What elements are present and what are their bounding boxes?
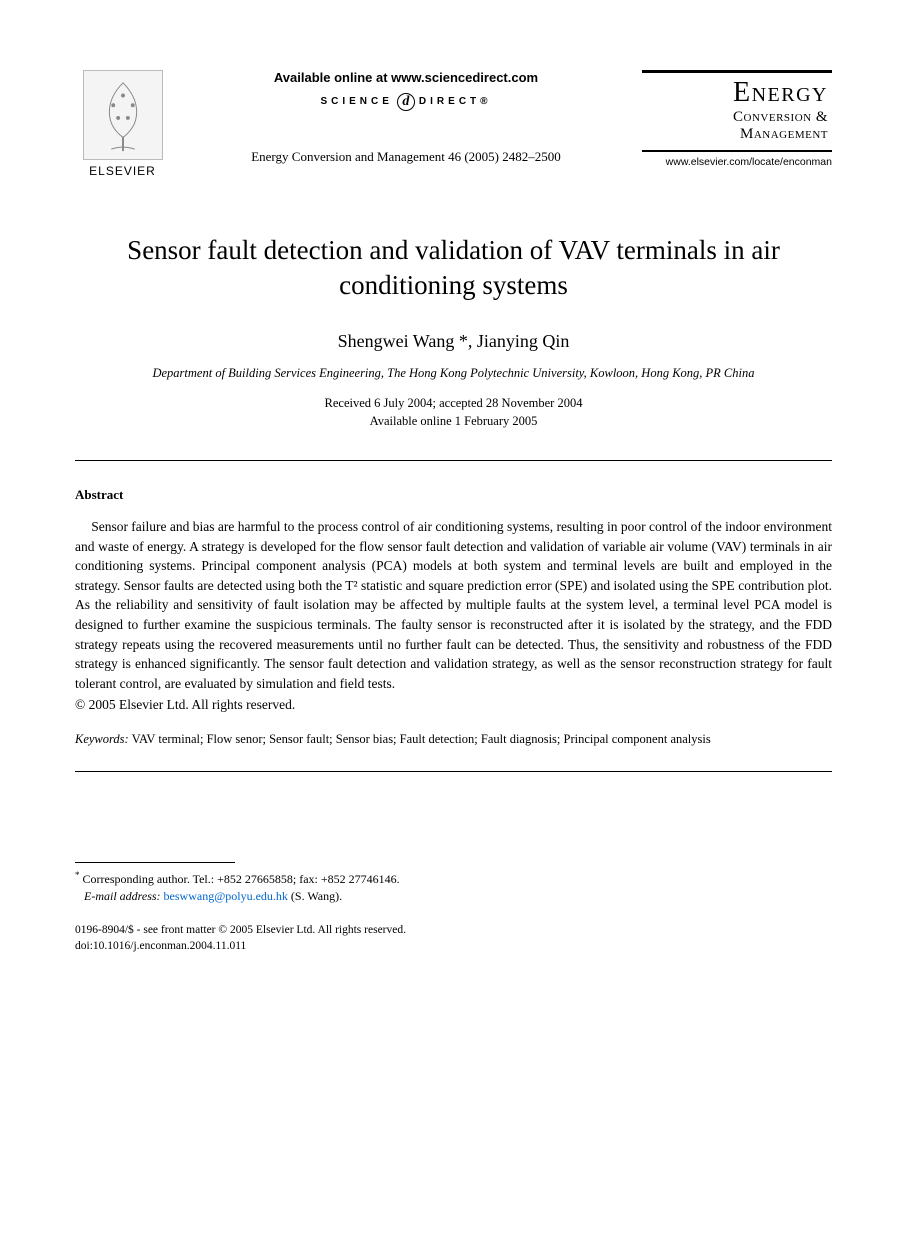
journal-url[interactable]: www.elsevier.com/locate/enconman xyxy=(642,156,832,168)
elsevier-tree-icon xyxy=(83,70,163,160)
available-online-text: Available online at www.sciencedirect.co… xyxy=(190,70,622,85)
journal-word-energy: Energy xyxy=(646,79,828,107)
keywords-label: Keywords: xyxy=(75,732,129,746)
divider-bottom xyxy=(75,771,832,772)
article-title: Sensor fault detection and validation of… xyxy=(75,233,832,303)
journal-title-box: Energy Conversion & Management xyxy=(642,70,832,152)
footnote-corresponding: Corresponding author. Tel.: +852 2766585… xyxy=(80,872,400,886)
header-center: Available online at www.sciencedirect.co… xyxy=(170,70,642,165)
keywords-text: VAV terminal; Flow senor; Sensor fault; … xyxy=(129,732,711,746)
affiliation-line: Department of Building Services Engineer… xyxy=(75,366,832,381)
sciencedirect-logo: SCIENCE d DIRECT® xyxy=(320,93,491,111)
footer-doi: doi:10.1016/j.enconman.2004.11.011 xyxy=(75,940,246,952)
citation-line: Energy Conversion and Management 46 (200… xyxy=(190,149,622,165)
footer-front-matter: 0196-8904/$ - see front matter © 2005 El… xyxy=(75,924,406,936)
page-header: ELSEVIER Available online at www.science… xyxy=(75,70,832,178)
journal-logo-block: Energy Conversion & Management www.elsev… xyxy=(642,70,832,168)
footnote-email-label: E-mail address: xyxy=(84,889,161,903)
abstract-copyright: © 2005 Elsevier Ltd. All rights reserved… xyxy=(75,697,832,713)
authors-line: Shengwei Wang *, Jianying Qin xyxy=(75,331,832,352)
dates-received: Received 6 July 2004; accepted 28 Novemb… xyxy=(325,396,583,410)
footnote-email-link[interactable]: beswwang@polyu.edu.hk xyxy=(164,889,288,903)
sd-d-icon: d xyxy=(397,93,415,111)
sd-text-left: SCIENCE xyxy=(320,96,392,107)
corresponding-author-footnote: * Corresponding author. Tel.: +852 27665… xyxy=(75,869,832,905)
article-dates: Received 6 July 2004; accepted 28 Novemb… xyxy=(75,395,832,430)
journal-word-management: Management xyxy=(646,126,828,143)
journal-word-conversion: Conversion & xyxy=(646,109,828,126)
footer-info: 0196-8904/$ - see front matter © 2005 El… xyxy=(75,922,832,954)
sd-text-right: DIRECT® xyxy=(419,96,492,107)
footnote-rule xyxy=(75,862,235,863)
abstract-body: Sensor failure and bias are harmful to t… xyxy=(75,517,832,693)
dates-available: Available online 1 February 2005 xyxy=(370,414,538,428)
abstract-heading: Abstract xyxy=(75,487,832,503)
publisher-label: ELSEVIER xyxy=(75,164,170,178)
keywords-line: Keywords: VAV terminal; Flow senor; Sens… xyxy=(75,731,832,749)
publisher-logo-block: ELSEVIER xyxy=(75,70,170,178)
divider-top xyxy=(75,460,832,461)
footnote-email-suffix: (S. Wang). xyxy=(288,889,342,903)
